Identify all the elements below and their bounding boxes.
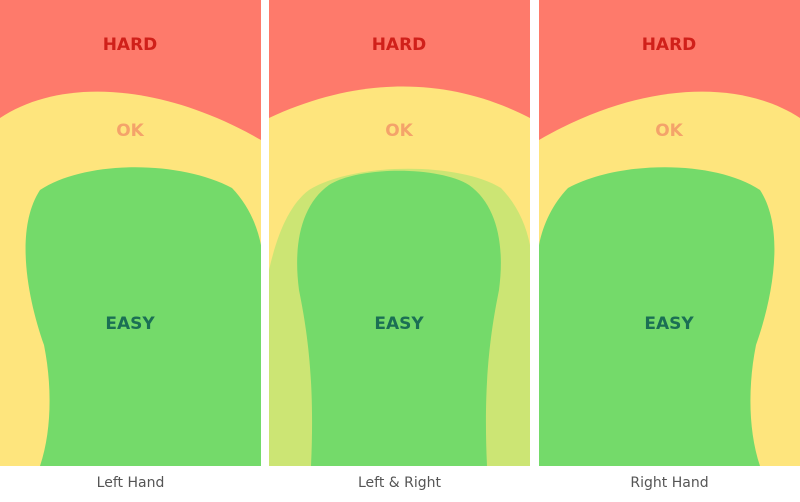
easy-zone-label: EASY xyxy=(105,314,155,334)
easy-zone xyxy=(25,167,261,466)
easy-zone xyxy=(539,167,775,466)
panel-left-hand: HARD OK EASY xyxy=(0,0,261,466)
caption-left-right: Left & Right xyxy=(357,475,442,491)
panel-right-hand: HARD OK EASY xyxy=(539,0,800,466)
ok-zone-label: OK xyxy=(385,121,413,141)
panel-left-right: HARD OK EASY xyxy=(269,0,530,466)
easy-zone xyxy=(297,170,501,466)
both-hands-zone-map: HARD OK EASY xyxy=(269,0,530,466)
hard-zone-label: HARD xyxy=(372,35,427,55)
hard-zone-label: HARD xyxy=(642,35,697,55)
caption-left-hand: Left Hand xyxy=(96,475,165,491)
hard-zone-label: HARD xyxy=(103,35,158,55)
left-hand-zone-map: HARD OK EASY xyxy=(0,0,261,466)
easy-zone-label: EASY xyxy=(644,314,694,334)
caption-right-hand: Right Hand xyxy=(630,475,709,491)
right-hand-zone-map: HARD OK EASY xyxy=(539,0,800,466)
ok-zone-label: OK xyxy=(655,121,683,141)
easy-zone-label: EASY xyxy=(374,314,424,334)
ok-zone-label: OK xyxy=(116,121,144,141)
